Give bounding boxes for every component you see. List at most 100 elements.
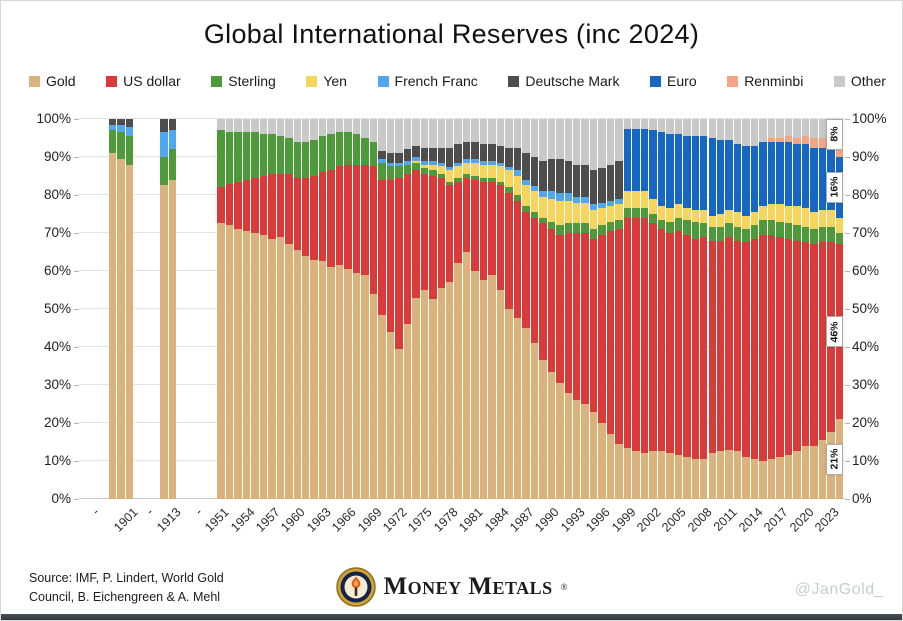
segment-us-dollar xyxy=(420,174,429,290)
segment-other xyxy=(564,119,572,161)
segment-french-franc xyxy=(513,170,522,176)
y-tick-left xyxy=(74,271,79,272)
segment-gold xyxy=(369,293,378,499)
y-tick-right xyxy=(845,195,850,196)
segment-gold xyxy=(759,460,767,499)
segment-other xyxy=(429,119,437,148)
segment-us-dollar xyxy=(539,223,547,361)
bar-1960 xyxy=(293,119,301,499)
x-axis-label-1901-text: 1901 xyxy=(110,505,141,535)
segment-sterling xyxy=(395,166,403,178)
segment-french-franc xyxy=(564,193,572,201)
segment-other xyxy=(784,119,793,137)
segment-gold xyxy=(302,255,310,499)
segment-euro xyxy=(683,136,691,209)
segment-us-dollar xyxy=(335,166,344,266)
bar-1998 xyxy=(615,119,623,499)
segment-other xyxy=(793,119,801,138)
segment-sterling xyxy=(352,134,361,165)
segment-gold xyxy=(716,451,725,499)
segment-french-franc xyxy=(479,160,488,165)
x-axis-label-1966-text: 1966 xyxy=(329,505,359,535)
x-axis-label-2011-text: 2011 xyxy=(711,505,740,534)
segment-euro xyxy=(657,132,666,207)
x-axis-label-2023-text: 2023 xyxy=(812,505,842,535)
segment-other xyxy=(471,119,479,142)
segment-other xyxy=(242,119,251,133)
segment-sterling xyxy=(522,206,530,213)
chart-title: Global International Reserves (inc 2024) xyxy=(203,19,700,49)
segment-french-franc xyxy=(437,162,445,167)
bar-1974 xyxy=(412,119,420,499)
segment-yen xyxy=(530,191,539,213)
segment-deutsche-mark xyxy=(386,153,395,163)
segment-deutsche-mark xyxy=(445,147,454,167)
bar-1952 xyxy=(225,119,234,499)
segment-renminbi xyxy=(784,136,793,142)
bar-2015 xyxy=(759,119,767,499)
bar-1983 xyxy=(488,119,496,499)
bar-1997 xyxy=(606,119,615,499)
segment-sterling xyxy=(759,219,767,235)
segment-us-dollar xyxy=(556,234,564,384)
segment-renminbi xyxy=(835,149,843,157)
segment-euro xyxy=(666,134,674,209)
segment-gold xyxy=(225,225,234,499)
segment-other xyxy=(522,119,530,154)
segment-yen xyxy=(716,213,725,228)
segment-french-franc xyxy=(412,156,420,161)
segment-sterling xyxy=(700,223,708,237)
segment-renminbi xyxy=(810,138,818,148)
legend-item-french-franc: French Franc xyxy=(377,73,478,89)
segment-sterling xyxy=(708,227,716,241)
segment-sterling xyxy=(488,177,496,182)
segment-us-dollar xyxy=(716,240,725,452)
segment-yen xyxy=(810,212,818,230)
x-axis-label-1990-text: 1990 xyxy=(532,505,563,535)
segment-yen xyxy=(589,210,598,230)
bar-1964 xyxy=(327,119,335,499)
segment-other xyxy=(251,119,259,133)
segment-gold xyxy=(125,164,134,499)
x-axis-label-1963-text: 1963 xyxy=(303,505,334,535)
segment-other xyxy=(683,119,691,137)
segment-other xyxy=(742,119,750,146)
segment-sterling xyxy=(615,219,623,230)
segment-other xyxy=(445,119,454,148)
x-axis-label-1957-text: 1957 xyxy=(253,505,283,535)
segment-sterling xyxy=(513,194,522,201)
segment-other xyxy=(479,119,488,144)
y-axis-label-right: 60% xyxy=(852,263,880,278)
segment-french-franc xyxy=(125,126,134,137)
segment-us-dollar xyxy=(793,240,801,452)
bar-1956 xyxy=(259,119,268,499)
segment-deutsche-mark xyxy=(429,147,437,161)
segment-other xyxy=(310,119,318,140)
segment-other xyxy=(767,119,776,138)
segment-yen xyxy=(784,206,793,224)
x-axis-label-1999-text: 1999 xyxy=(608,505,639,535)
segment-yen xyxy=(649,198,657,214)
gridline-30 xyxy=(79,384,845,385)
segment-yen xyxy=(462,162,471,175)
segment-other xyxy=(496,119,505,146)
segment-sterling xyxy=(429,170,437,176)
legend-item-other: Other xyxy=(833,73,886,89)
segment-sterling xyxy=(674,217,683,232)
y-axis-label-left: 50% xyxy=(43,301,71,316)
y-axis-label-right: 90% xyxy=(852,149,880,164)
x-axis-label-1913-text: 1913 xyxy=(153,505,184,535)
y-tick-right xyxy=(845,271,850,272)
y-tick-left xyxy=(74,461,79,462)
segment-us-dollar xyxy=(285,174,293,245)
y-axis-label-left: 60% xyxy=(43,263,71,278)
segment-yen xyxy=(479,164,488,178)
annotation-label: 46% xyxy=(828,321,841,343)
segment-us-dollar xyxy=(589,238,598,412)
segment-us-dollar xyxy=(750,238,759,460)
bar-2006 xyxy=(683,119,691,499)
segment-gold xyxy=(445,282,454,499)
segment-us-dollar xyxy=(776,236,784,458)
legend-item-sterling: Sterling xyxy=(211,73,276,89)
segment-us-dollar xyxy=(318,172,327,262)
